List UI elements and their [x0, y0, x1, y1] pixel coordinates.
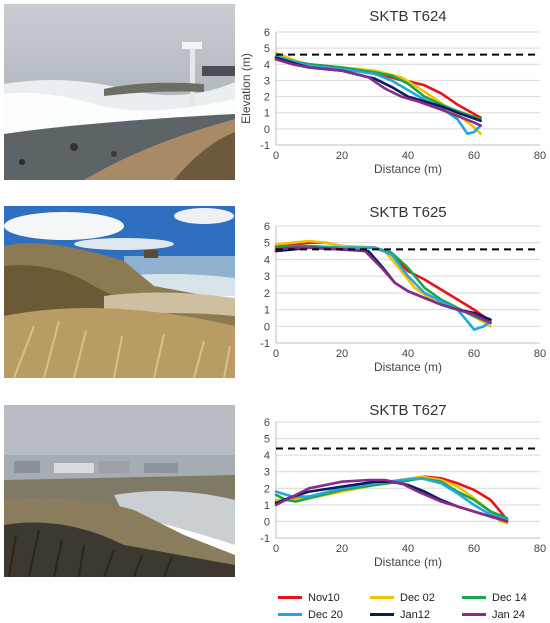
series-line	[274, 239, 492, 328]
legend-label: Dec 20	[308, 608, 343, 621]
y-tick-label: 1	[264, 500, 270, 512]
y-tick-label: 5	[264, 238, 270, 250]
legend-item: Jan12	[370, 607, 430, 622]
y-tick-label: 0	[264, 516, 270, 528]
x-axis-label: Distance (m)	[374, 162, 442, 176]
y-tick-label: 2	[264, 483, 270, 495]
x-axis-label: Distance (m)	[374, 360, 442, 374]
legend-label: Jan12	[400, 608, 430, 621]
y-tick-label: 6	[264, 417, 270, 429]
x-tick-label: 0	[273, 543, 279, 555]
photo-t625	[4, 206, 235, 378]
photo-t627	[4, 405, 235, 577]
chart-title: SKTB T624	[369, 8, 446, 25]
y-tick-label: 5	[264, 43, 270, 55]
y-tick-label: 3	[264, 467, 270, 479]
x-tick-label: 40	[402, 543, 414, 555]
y-tick-label: 0	[264, 321, 270, 333]
series-line	[274, 246, 492, 325]
x-tick-label: 20	[336, 150, 348, 162]
x-tick-label: 40	[402, 150, 414, 162]
x-tick-label: 60	[468, 150, 480, 162]
y-tick-label: 3	[264, 271, 270, 283]
y-tick-label: -1	[260, 533, 270, 545]
y-tick-label: 4	[264, 59, 270, 71]
legend-label: Dec 14	[492, 591, 527, 604]
legend-item: Dec 20	[278, 607, 343, 622]
legend-label: Nov10	[308, 591, 340, 604]
legend-swatch	[278, 613, 302, 616]
legend-swatch	[370, 596, 394, 599]
chart-title: SKTB T625	[369, 204, 446, 221]
x-tick-label: 20	[336, 543, 348, 555]
legend-item: Dec 02	[370, 590, 435, 605]
y-axis-label: Elevation (m)	[239, 53, 253, 124]
chart-title: SKTB T627	[369, 402, 446, 419]
x-axis-label: Distance (m)	[374, 555, 442, 569]
y-tick-label: 6	[264, 221, 270, 233]
x-tick-label: 60	[468, 348, 480, 360]
y-tick-label: 3	[264, 75, 270, 87]
series-line	[274, 477, 509, 522]
legend-swatch	[370, 613, 394, 616]
legend-swatch	[278, 596, 302, 599]
x-tick-label: 0	[273, 348, 279, 360]
y-tick-label: -1	[260, 338, 270, 350]
x-tick-label: 80	[534, 543, 546, 555]
x-tick-label: 20	[336, 348, 348, 360]
y-tick-label: 2	[264, 92, 270, 104]
y-tick-label: 4	[264, 450, 270, 462]
chart-t627: SKTB T627 -1 0 1 2 3 4 5 6 0 20 40 60 80 Distance (m)	[238, 398, 548, 588]
series-line	[274, 54, 482, 135]
photo-t624	[4, 4, 235, 180]
x-tick-label: 60	[468, 543, 480, 555]
y-tick-label: 1	[264, 305, 270, 317]
x-tick-label: 0	[273, 150, 279, 162]
legend-swatch	[462, 613, 486, 616]
chart-legend: Nov10 Dec 02 Dec 14 Dec 20 Jan12 Jan 24	[272, 590, 548, 622]
legend-item: Nov10	[278, 590, 340, 605]
legend-item: Dec 14	[462, 590, 527, 605]
series-line	[274, 477, 509, 520]
x-tick-label: 80	[534, 150, 546, 162]
y-tick-label: 1	[264, 108, 270, 120]
series-line	[274, 58, 482, 127]
y-tick-label: -1	[260, 140, 270, 152]
y-tick-label: 0	[264, 124, 270, 136]
series-line	[274, 246, 492, 331]
chart-t625: SKTB T625 -1 0 1 2 3 4 5 6 0 20 40 60 80 Distance (m)	[238, 200, 548, 382]
legend-swatch	[462, 596, 486, 599]
legend-label: Jan 24	[492, 608, 526, 621]
chart-t624: SKTB T624 -1 0 1 2 3 4 5 6 0 20 40 60 80 Distance (m) E…	[238, 4, 548, 180]
series-line	[274, 478, 509, 523]
legend-item: Jan 24	[462, 607, 525, 622]
y-tick-label: 4	[264, 254, 270, 266]
y-tick-label: 5	[264, 434, 270, 446]
legend-label: Dec 02	[400, 591, 435, 604]
x-tick-label: 80	[534, 348, 546, 360]
y-tick-label: 2	[264, 288, 270, 300]
y-tick-label: 6	[264, 27, 270, 39]
x-tick-label: 40	[402, 348, 414, 360]
